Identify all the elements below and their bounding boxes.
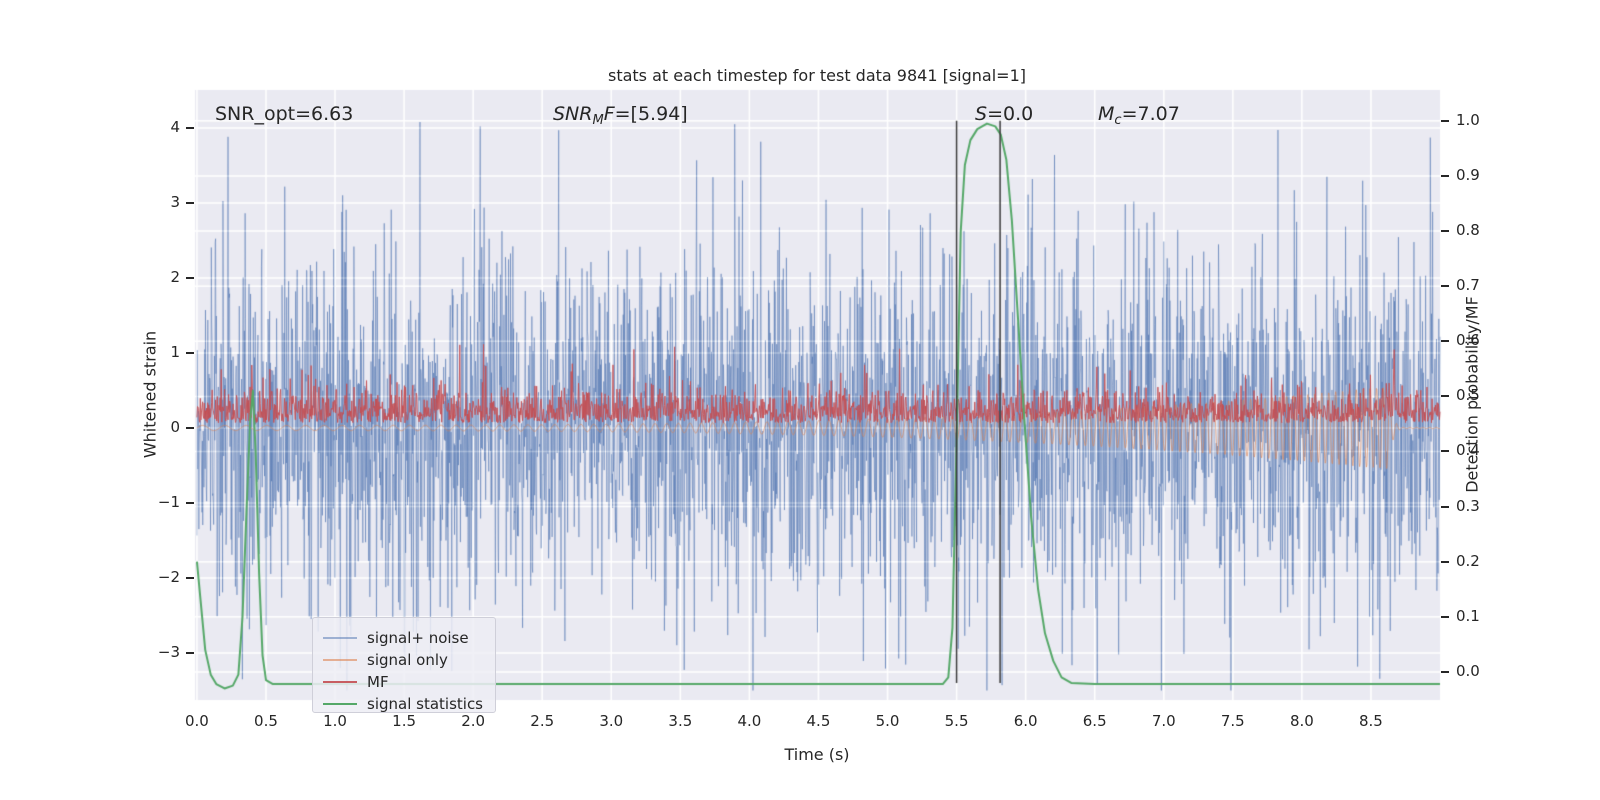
legend-item: signal only <box>323 649 483 671</box>
y-right-tick-mark <box>1441 230 1449 233</box>
annotation-text: SNR <box>553 103 593 125</box>
legend-label: signal only <box>367 651 448 669</box>
annotation-text: SNR_opt=6.63 <box>215 103 354 125</box>
x-tick-label: 8.5 <box>1359 712 1383 730</box>
legend-line-swatch <box>323 659 357 661</box>
legend-label: signal+ noise <box>367 629 469 647</box>
legend-label: MF <box>367 673 389 691</box>
y-left-tick-mark <box>186 501 194 504</box>
y-right-tick-label: 0.5 <box>1456 386 1480 405</box>
y-right-tick-label: 0.0 <box>1456 661 1480 680</box>
y-right-tick-mark <box>1441 119 1449 122</box>
legend-label: signal statistics <box>367 695 484 713</box>
legend-item: MF <box>323 671 483 693</box>
y-right-tick-mark <box>1441 505 1449 508</box>
annotation-text: c <box>1114 113 1122 128</box>
y-left-tick-label: −1 <box>157 492 180 511</box>
y-right-tick-label: 1.0 <box>1456 110 1480 129</box>
x-tick-label: 1.0 <box>323 712 347 730</box>
annotation-text: M <box>592 113 604 128</box>
y-left-tick-label: 2 <box>170 268 180 286</box>
x-tick-label: 3.0 <box>599 712 624 730</box>
y-left-tick-label: 4 <box>170 118 180 137</box>
y-right-tick-label: 0.9 <box>1456 165 1480 184</box>
annotation-text: M <box>1098 103 1115 125</box>
x-tick-label: 1.5 <box>392 712 417 730</box>
y-left-tick-label: −2 <box>157 567 180 586</box>
x-tick-label: 8.0 <box>1289 712 1314 730</box>
legend: signal+ noise signal only MF signal statist… <box>312 617 496 713</box>
x-tick-label: 4.0 <box>737 712 762 730</box>
annotation-s-stat: S=0.0 <box>975 103 1033 125</box>
x-tick-label: 6.0 <box>1013 712 1038 730</box>
annotation-text: =0.0 <box>987 103 1034 125</box>
legend-item: signal statistics <box>323 693 483 715</box>
y-left-tick-label: 0 <box>170 417 180 436</box>
x-tick-label: 6.5 <box>1082 712 1107 730</box>
y-right-tick-mark <box>1441 670 1449 673</box>
x-axis-label: Time (s) <box>784 745 850 764</box>
y-left-tick-mark <box>186 576 194 579</box>
y-right-tick-label: 0.8 <box>1456 221 1480 240</box>
y-left-tick-mark <box>186 651 194 654</box>
y-left-tick-mark <box>186 352 194 354</box>
x-tick-label: 2.0 <box>461 712 486 730</box>
legend-item: signal+ noise <box>323 627 483 649</box>
annotation-text: =[5.94] <box>614 103 688 125</box>
y-right-tick-mark <box>1441 285 1449 288</box>
y-left-tick-mark <box>186 202 194 205</box>
y-left-tick-label: 3 <box>170 193 180 212</box>
y-left-tick-mark <box>186 127 194 130</box>
y-left-tick-label: 1 <box>170 343 180 361</box>
x-tick-label: 0.5 <box>254 712 278 730</box>
annotation-text: F <box>603 103 615 125</box>
y-left-tick-mark <box>186 277 194 279</box>
y-right-tick-mark <box>1441 560 1449 563</box>
y-right-tick-mark <box>1441 395 1449 398</box>
y-right-tick-label: 0.7 <box>1456 276 1480 295</box>
annotation-text: =7.07 <box>1121 103 1180 125</box>
y-right-tick-label: 0.4 <box>1456 441 1480 460</box>
y-right-tick-mark <box>1441 615 1449 618</box>
y-left-tick-mark <box>186 426 194 429</box>
y-right-tick-mark <box>1441 340 1449 343</box>
x-tick-label: 7.5 <box>1220 712 1245 730</box>
annotation-snr-opt: SNR_opt=6.63 <box>215 103 353 125</box>
x-tick-label: 5.0 <box>875 712 900 730</box>
y-left-tick-label: −3 <box>157 642 180 661</box>
chart-title: stats at each timestep for test data 984… <box>607 66 1026 85</box>
y-right-tick-mark <box>1441 450 1449 453</box>
x-tick-label: 0.0 <box>184 712 209 730</box>
y-right-tick-label: 0.6 <box>1456 331 1480 350</box>
annotation-text: S <box>975 103 988 125</box>
x-tick-label: 7.0 <box>1151 712 1176 730</box>
y-right-tick-label: 0.1 <box>1456 606 1480 625</box>
x-tick-label: 2.5 <box>530 712 555 730</box>
x-tick-label: 3.5 <box>668 712 693 730</box>
legend-line-swatch <box>323 703 357 705</box>
y-axis-label-left: Whitened strain <box>140 330 160 459</box>
y-right-tick-label: 0.2 <box>1456 551 1480 570</box>
x-tick-label: 4.5 <box>806 712 831 730</box>
legend-line-swatch <box>323 681 357 683</box>
legend-line-swatch <box>323 637 357 639</box>
annotation-m-c: Mc=7.07 <box>1098 103 1180 128</box>
annotation-snr-mf: SNRMF=[5.94] <box>553 103 688 128</box>
y-right-tick-label: 0.3 <box>1456 496 1480 515</box>
y-right-tick-mark <box>1441 174 1449 177</box>
x-tick-label: 5.5 <box>944 712 969 730</box>
